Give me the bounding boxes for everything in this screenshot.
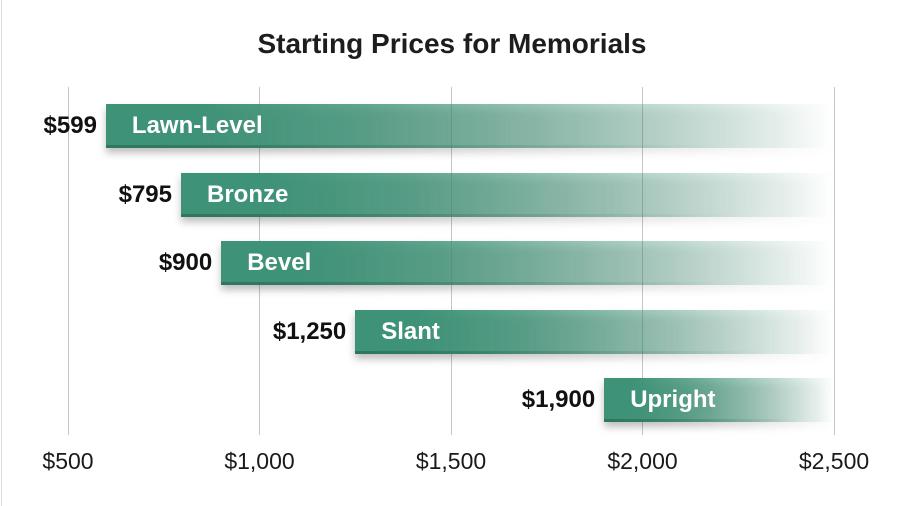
gridline-x bbox=[833, 87, 835, 435]
bar-value-label: $900 bbox=[158, 249, 213, 276]
x-axis-tick-label: $1,500 bbox=[415, 448, 487, 474]
x-axis-tick-label: $1,000 bbox=[224, 448, 295, 474]
x-axis-tick-label: $500 bbox=[42, 448, 94, 474]
bar-bevel: Bevel bbox=[221, 241, 834, 285]
left-edge-line bbox=[1, 0, 2, 506]
bar-value-label: $795 bbox=[118, 180, 172, 208]
bar-category-label: Slant bbox=[381, 317, 440, 345]
bar-slant: Slant bbox=[355, 309, 834, 354]
gridline-x bbox=[67, 87, 69, 435]
bar-lawn-level: Lawn-Level bbox=[105, 104, 834, 148]
chart-title: Starting Prices for Memorials bbox=[257, 28, 647, 59]
bar-category-label: Lawn-Level bbox=[131, 112, 263, 139]
bar-value-label: $599 bbox=[43, 112, 97, 139]
bar-category-label: Bronze bbox=[206, 180, 289, 208]
x-axis-tick-label: $2,000 bbox=[607, 448, 678, 474]
x-axis-tick-label: $2,500 bbox=[798, 448, 870, 474]
bar-category-label: Upright bbox=[630, 386, 716, 413]
bar-category-label: Bevel bbox=[247, 249, 312, 276]
bar-value-label: $1,900 bbox=[521, 386, 596, 413]
bar-value-label: $1,250 bbox=[272, 317, 347, 345]
bar-bronze: Bronze bbox=[180, 172, 834, 217]
bar-upright: Upright bbox=[604, 378, 834, 422]
